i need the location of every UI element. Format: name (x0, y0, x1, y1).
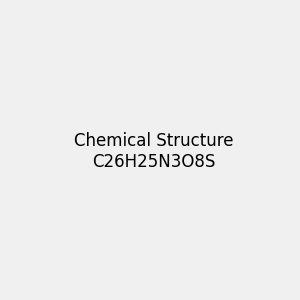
Text: Chemical Structure
C26H25N3O8S: Chemical Structure C26H25N3O8S (74, 132, 233, 171)
